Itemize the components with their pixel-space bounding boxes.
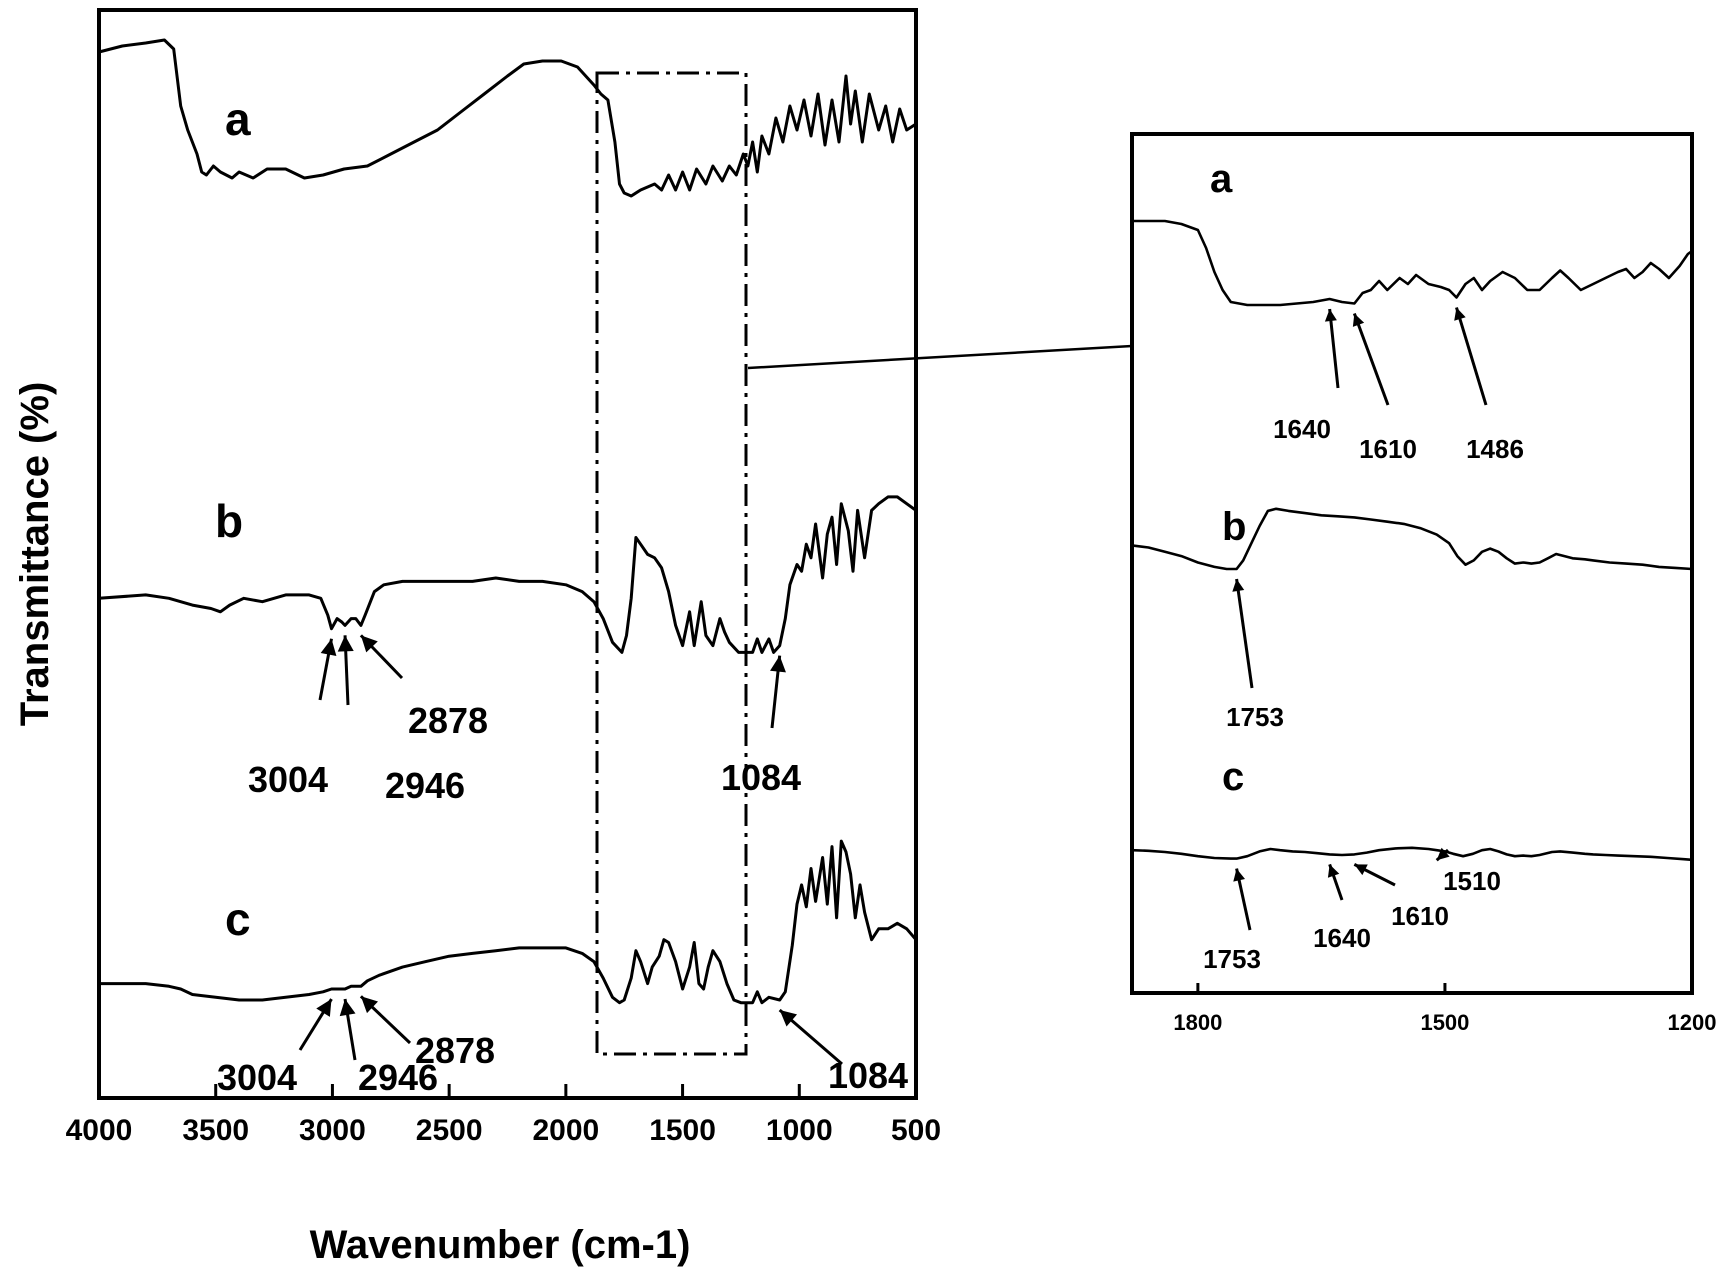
- annotation-arrowhead: [320, 638, 337, 656]
- series-a-label: a: [1210, 157, 1233, 201]
- series-a-label: a: [225, 93, 251, 145]
- annotation-arrow: [1328, 308, 1340, 389]
- inset-annotations: 1640 1610 1486 1753 1753 1640 1610 1510: [1203, 307, 1524, 974]
- annotation-label: 1640: [1273, 414, 1331, 444]
- series-a-line: [97, 38, 918, 198]
- annotation-b-2878: 2878: [359, 634, 488, 741]
- main-plot-frame: [97, 8, 918, 1100]
- annotation-b-2946: 2946: [337, 635, 465, 806]
- annotation-c-2946: 2946: [339, 998, 438, 1098]
- annotation-c-1753: 1753: [1203, 868, 1261, 974]
- annotation-a-1486: 1486: [1454, 307, 1524, 464]
- x-tick-label: 3000: [299, 1114, 366, 1147]
- x-tick-label: 2000: [532, 1114, 599, 1147]
- annotation-arrowhead: [779, 1010, 798, 1027]
- inset-plot-frame: [1130, 132, 1694, 995]
- series-b-label: b: [1222, 505, 1246, 549]
- annotation-label: 2946: [385, 765, 465, 806]
- annotation-label: 3004: [248, 759, 328, 800]
- annotation-label: 1084: [828, 1055, 908, 1096]
- annotation-label: 3004: [217, 1057, 297, 1098]
- x-tick-label: 1500: [1420, 1010, 1469, 1035]
- series-c-label: c: [1222, 755, 1244, 799]
- series-b-line: [1130, 507, 1694, 571]
- main-curves: a b c: [97, 38, 918, 1005]
- annotation-label: 2878: [415, 1030, 495, 1071]
- annotation-arrowhead: [1354, 864, 1368, 876]
- x-tick-label: 1000: [766, 1114, 833, 1147]
- annotation-label: 1610: [1391, 901, 1449, 931]
- x-tick-label: 1200: [1668, 1010, 1717, 1035]
- inset-x-ticks: 1800 1500 1200: [1173, 983, 1716, 1035]
- annotation-arrow: [1352, 312, 1390, 406]
- series-b-label: b: [215, 495, 243, 547]
- annotation-arrowhead: [316, 999, 332, 1017]
- annotation-label: 1084: [721, 757, 801, 798]
- annotation-label: 1486: [1466, 434, 1524, 464]
- annotation-a-1640: 1640: [1273, 308, 1340, 444]
- annotation-arrowhead: [360, 996, 379, 1014]
- x-tick-label: 2500: [416, 1114, 483, 1147]
- annotation-arrowhead: [1327, 864, 1340, 878]
- annotation-arrowhead: [360, 635, 378, 653]
- annotation-arrow: [1235, 578, 1254, 689]
- annotation-c-3004: 3004: [217, 998, 333, 1098]
- annotation-c-1640: 1640: [1313, 863, 1371, 953]
- annotation-label: 2878: [408, 700, 488, 741]
- annotation-label: 1510: [1443, 866, 1501, 896]
- annotation-c-1610: 1610: [1353, 863, 1449, 931]
- x-tick-label: 1800: [1173, 1010, 1222, 1035]
- annotation-c-2878: 2878: [359, 995, 495, 1071]
- annotation-arrow: [1455, 307, 1488, 406]
- annotation-arrowhead: [1233, 868, 1246, 882]
- annotation-b-1753: 1753: [1226, 578, 1284, 732]
- x-tick-label: 1500: [649, 1114, 716, 1147]
- series-a-line: [1130, 219, 1694, 307]
- annotation-arrowhead: [1352, 313, 1365, 327]
- annotation-arrowhead: [770, 655, 786, 673]
- x-tick-label: 3500: [182, 1114, 249, 1147]
- series-c-line: [97, 839, 918, 1005]
- zoom-connector-line: [747, 344, 1133, 370]
- annotation-a-1610: 1610: [1352, 312, 1417, 464]
- series-b-line: [97, 495, 918, 654]
- annotation-arrowhead: [1436, 847, 1450, 861]
- annotation-c-1084: 1084: [778, 1008, 908, 1096]
- x-tick-label: 4000: [66, 1114, 133, 1147]
- annotation-arrowhead: [1324, 309, 1337, 322]
- main-y-axis-label: Transmittance (%): [13, 382, 57, 727]
- annotation-label: 1753: [1226, 702, 1284, 732]
- annotation-c-1510: 1510: [1435, 847, 1501, 896]
- annotation-arrowhead: [339, 999, 356, 1017]
- annotation-label: 1610: [1359, 434, 1417, 464]
- annotation-label: 1753: [1203, 944, 1261, 974]
- x-tick-label: 500: [891, 1114, 941, 1147]
- annotation-arrowhead: [337, 635, 354, 652]
- annotation-label: 1640: [1313, 923, 1371, 953]
- annotation-label: 2946: [358, 1057, 438, 1098]
- annotation-arrowhead: [1454, 307, 1466, 321]
- main-x-ticks: 4000 3500 3000 2500 2000 1500 1000 500: [66, 1084, 941, 1147]
- main-x-axis-label: Wavenumber (cm-1): [310, 1223, 691, 1267]
- zoom-region-box: [595, 71, 748, 1056]
- series-c-label: c: [225, 893, 251, 945]
- main-panel: a b c 4000 3500 3000 2500 2000 1500 1000 500 3004…: [13, 8, 941, 1267]
- annotation-b-1084: 1084: [721, 655, 801, 798]
- annotation-b-3004: 3004: [248, 638, 337, 800]
- inset-curves: a b c: [1130, 157, 1694, 862]
- annotation-arrowhead: [1232, 579, 1245, 592]
